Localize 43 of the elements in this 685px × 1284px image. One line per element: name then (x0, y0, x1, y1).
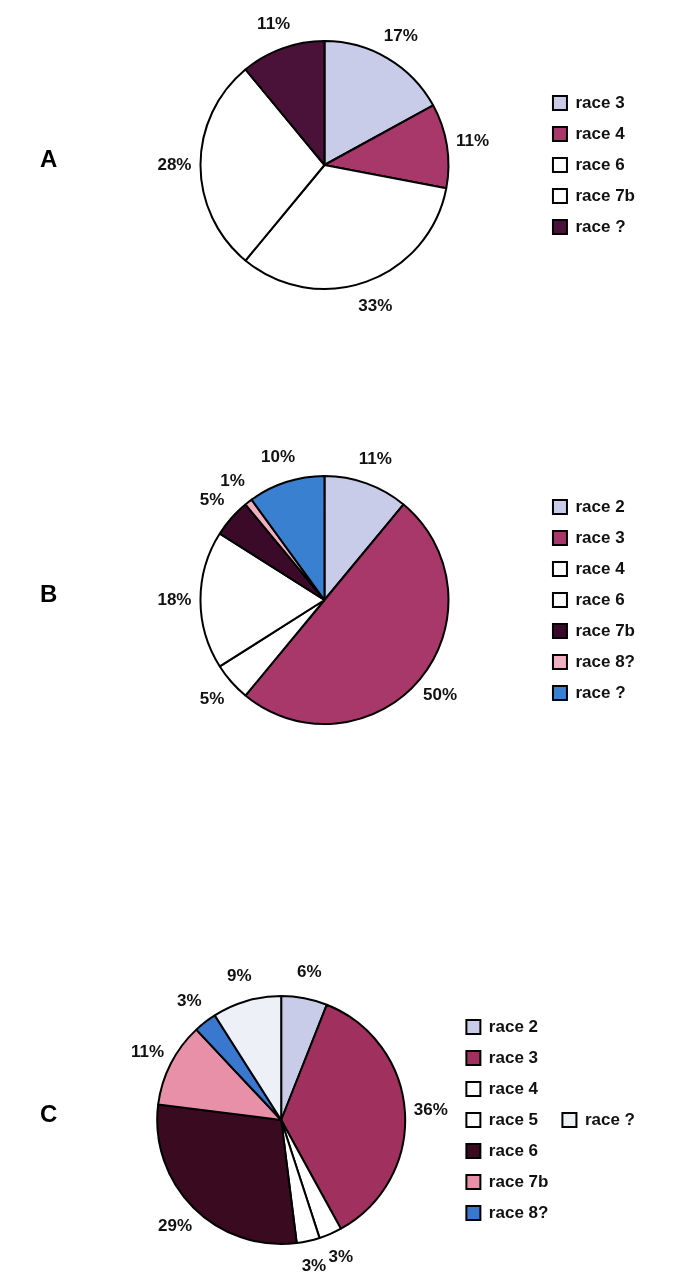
legend-label: race 4 (488, 1078, 539, 1098)
legend-label: race 3 (575, 92, 625, 112)
data-label: 50% (423, 685, 458, 705)
legend-label: race 4 (575, 558, 626, 578)
data-label: 17% (383, 25, 418, 45)
legend-label: race 7b (488, 1171, 549, 1191)
data-label: 11% (358, 448, 392, 468)
data-label: 28% (157, 154, 192, 174)
legend-label: race ? (584, 1109, 636, 1129)
data-label: 18% (157, 589, 192, 609)
legend-label: race 3 (575, 527, 625, 547)
legend-label: race ? (575, 682, 626, 702)
data-label: 11% (130, 1041, 165, 1061)
data-label: 29% (158, 1215, 193, 1235)
legend-label: race 2 (488, 1016, 539, 1036)
legend-label: race 6 (575, 154, 625, 174)
data-label: 3% (328, 1247, 354, 1267)
data-label: 3% (301, 1256, 327, 1276)
data-label: 9% (227, 965, 252, 985)
legend-label: race 7b (575, 185, 636, 205)
legend-label: race 6 (575, 589, 625, 609)
legend-label: race 5 (488, 1109, 539, 1129)
data-label: 6% (297, 962, 322, 982)
legend-label: race 6 (488, 1140, 539, 1160)
data-label: 5% (199, 490, 225, 510)
data-label: 1% (220, 471, 245, 491)
legend-label: race 7b (575, 620, 636, 640)
data-label: 10% (261, 447, 296, 467)
legend-label: race 8? (575, 651, 636, 671)
legend-label: race 3 (488, 1047, 539, 1067)
data-label: 3% (176, 991, 202, 1011)
legend-label: race 4 (575, 123, 626, 143)
legend-label: race 8? (488, 1202, 549, 1222)
data-label: 11% (257, 13, 291, 33)
data-label: 5% (199, 688, 225, 708)
text: C (40, 1100, 58, 1128)
legend-label: race 2 (575, 496, 625, 516)
data-label: 36% (413, 1100, 448, 1120)
data-label: 11% (456, 131, 490, 151)
text: A (40, 145, 58, 173)
data-label: 33% (358, 295, 393, 315)
text: B (40, 580, 58, 608)
legend-label: race ? (575, 216, 626, 236)
